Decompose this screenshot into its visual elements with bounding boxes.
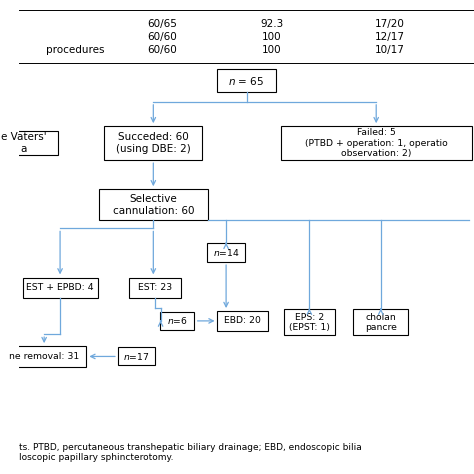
Text: $n$=17: $n$=17 <box>123 351 150 362</box>
FancyBboxPatch shape <box>99 190 208 220</box>
FancyBboxPatch shape <box>217 69 276 92</box>
Text: 10/17: 10/17 <box>375 45 405 55</box>
Text: procedures: procedures <box>46 45 105 55</box>
Text: 100: 100 <box>262 45 282 55</box>
FancyBboxPatch shape <box>2 346 86 367</box>
Text: Failed: 5
(PTBD + operation: 1, operatio
observation: 2): Failed: 5 (PTBD + operation: 1, operatio… <box>305 128 447 158</box>
Text: cholan
pancre: cholan pancre <box>365 313 397 332</box>
FancyBboxPatch shape <box>0 131 58 155</box>
FancyBboxPatch shape <box>208 243 245 262</box>
Text: 12/17: 12/17 <box>375 32 405 42</box>
Text: Selective
cannulation: 60: Selective cannulation: 60 <box>112 194 194 216</box>
Text: EST + EPBD: 4: EST + EPBD: 4 <box>26 283 94 292</box>
FancyBboxPatch shape <box>354 310 408 336</box>
FancyBboxPatch shape <box>104 126 202 160</box>
Text: 100: 100 <box>262 32 282 42</box>
Text: $n$ = 65: $n$ = 65 <box>228 74 264 87</box>
FancyBboxPatch shape <box>284 310 335 336</box>
Text: e Vaters'
a: e Vaters' a <box>1 132 46 154</box>
Text: EST: 23: EST: 23 <box>137 283 172 292</box>
Text: $n$=6: $n$=6 <box>167 315 188 327</box>
Text: Succeded: 60
(using DBE: 2): Succeded: 60 (using DBE: 2) <box>116 132 191 154</box>
Text: 60/60: 60/60 <box>147 32 177 42</box>
Text: 60/60: 60/60 <box>147 45 177 55</box>
Text: 92.3: 92.3 <box>260 18 283 29</box>
FancyBboxPatch shape <box>128 278 181 298</box>
Text: 60/65: 60/65 <box>147 18 177 29</box>
FancyBboxPatch shape <box>281 126 472 160</box>
FancyBboxPatch shape <box>160 312 194 330</box>
Text: ne removal: 31: ne removal: 31 <box>9 352 79 361</box>
Text: EPS: 2
(EPST: 1): EPS: 2 (EPST: 1) <box>289 313 330 332</box>
Text: ts. PTBD, percutaneous transhepatic biliary drainage; EBD, endoscopic bilia
losc: ts. PTBD, percutaneous transhepatic bili… <box>19 443 362 462</box>
Text: $n$=14: $n$=14 <box>213 247 239 258</box>
Text: EBD: 20: EBD: 20 <box>225 317 261 325</box>
FancyBboxPatch shape <box>23 278 98 298</box>
FancyBboxPatch shape <box>118 347 155 365</box>
Text: 17/20: 17/20 <box>375 18 405 29</box>
FancyBboxPatch shape <box>218 311 268 331</box>
